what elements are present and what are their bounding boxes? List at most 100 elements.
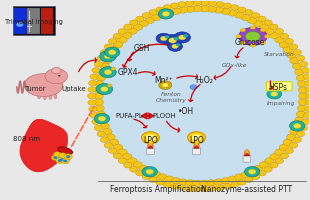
- Polygon shape: [21, 120, 67, 171]
- Circle shape: [160, 36, 167, 41]
- Text: Mn²⁺: Mn²⁺: [154, 76, 173, 85]
- Circle shape: [250, 44, 255, 47]
- Circle shape: [270, 154, 279, 160]
- Circle shape: [66, 155, 70, 158]
- Circle shape: [254, 20, 263, 27]
- Circle shape: [170, 184, 179, 189]
- Text: Tumor: Tumor: [24, 86, 46, 92]
- Circle shape: [264, 167, 272, 172]
- Circle shape: [98, 116, 106, 121]
- Circle shape: [185, 1, 194, 6]
- Circle shape: [193, 0, 201, 6]
- Circle shape: [118, 158, 126, 163]
- Ellipse shape: [58, 147, 73, 154]
- Circle shape: [258, 16, 266, 22]
- Circle shape: [264, 35, 270, 38]
- Circle shape: [16, 22, 23, 27]
- Ellipse shape: [194, 142, 199, 150]
- Circle shape: [92, 68, 100, 73]
- Circle shape: [289, 44, 298, 49]
- Circle shape: [247, 17, 257, 24]
- Ellipse shape: [49, 95, 52, 100]
- Circle shape: [250, 26, 255, 29]
- Circle shape: [158, 12, 167, 18]
- Circle shape: [279, 144, 289, 151]
- Circle shape: [94, 61, 103, 67]
- Circle shape: [275, 149, 284, 155]
- Circle shape: [275, 37, 284, 43]
- Circle shape: [169, 38, 177, 43]
- Circle shape: [118, 29, 126, 34]
- Text: Starvation: Starvation: [264, 52, 295, 57]
- Ellipse shape: [99, 9, 303, 183]
- FancyBboxPatch shape: [41, 8, 53, 34]
- Circle shape: [142, 132, 159, 144]
- Circle shape: [245, 10, 253, 15]
- Text: PLOOH: PLOOH: [152, 113, 176, 119]
- Circle shape: [130, 167, 138, 172]
- Circle shape: [106, 52, 115, 58]
- Circle shape: [109, 139, 119, 146]
- Circle shape: [287, 52, 296, 58]
- Text: Nanozyme-assisted PTT: Nanozyme-assisted PTT: [202, 185, 293, 194]
- Circle shape: [265, 28, 274, 34]
- Circle shape: [168, 41, 183, 51]
- Circle shape: [221, 178, 230, 184]
- Circle shape: [139, 20, 148, 27]
- Circle shape: [51, 155, 60, 160]
- Circle shape: [302, 68, 310, 73]
- Circle shape: [299, 93, 308, 99]
- Circle shape: [109, 47, 119, 53]
- Circle shape: [118, 37, 127, 43]
- Circle shape: [178, 179, 188, 185]
- Circle shape: [95, 81, 104, 87]
- Circle shape: [303, 113, 310, 118]
- Circle shape: [236, 35, 241, 38]
- Circle shape: [128, 28, 137, 34]
- Circle shape: [244, 167, 260, 177]
- Circle shape: [100, 63, 109, 69]
- Ellipse shape: [246, 150, 248, 155]
- Circle shape: [223, 3, 232, 9]
- Circle shape: [230, 182, 239, 187]
- Circle shape: [124, 24, 132, 30]
- Circle shape: [58, 159, 62, 162]
- Circle shape: [290, 57, 299, 64]
- Circle shape: [207, 180, 216, 186]
- Text: LPO: LPO: [189, 136, 204, 145]
- Circle shape: [185, 6, 195, 12]
- Ellipse shape: [148, 142, 153, 150]
- FancyBboxPatch shape: [147, 147, 154, 155]
- Circle shape: [171, 8, 181, 14]
- Circle shape: [251, 174, 260, 179]
- Circle shape: [145, 134, 156, 141]
- Circle shape: [178, 2, 186, 7]
- Circle shape: [108, 39, 117, 44]
- Text: 808 nm: 808 nm: [13, 136, 40, 142]
- Circle shape: [259, 24, 269, 30]
- Circle shape: [299, 61, 308, 67]
- Circle shape: [240, 28, 246, 32]
- Text: GSH: GSH: [133, 44, 150, 53]
- FancyBboxPatch shape: [243, 155, 251, 162]
- Circle shape: [57, 157, 65, 162]
- Circle shape: [228, 10, 237, 16]
- Circle shape: [214, 7, 224, 13]
- Circle shape: [92, 119, 100, 124]
- Circle shape: [113, 41, 123, 48]
- Circle shape: [238, 7, 246, 13]
- Circle shape: [149, 177, 157, 182]
- Circle shape: [293, 50, 301, 55]
- Ellipse shape: [244, 150, 250, 158]
- Circle shape: [302, 119, 310, 124]
- Circle shape: [53, 152, 62, 157]
- Circle shape: [165, 10, 174, 16]
- Circle shape: [100, 137, 109, 143]
- Circle shape: [95, 105, 104, 111]
- Circle shape: [299, 125, 308, 131]
- Circle shape: [124, 162, 132, 168]
- Circle shape: [296, 131, 305, 137]
- Circle shape: [51, 67, 61, 74]
- Circle shape: [275, 158, 284, 163]
- Circle shape: [259, 162, 269, 168]
